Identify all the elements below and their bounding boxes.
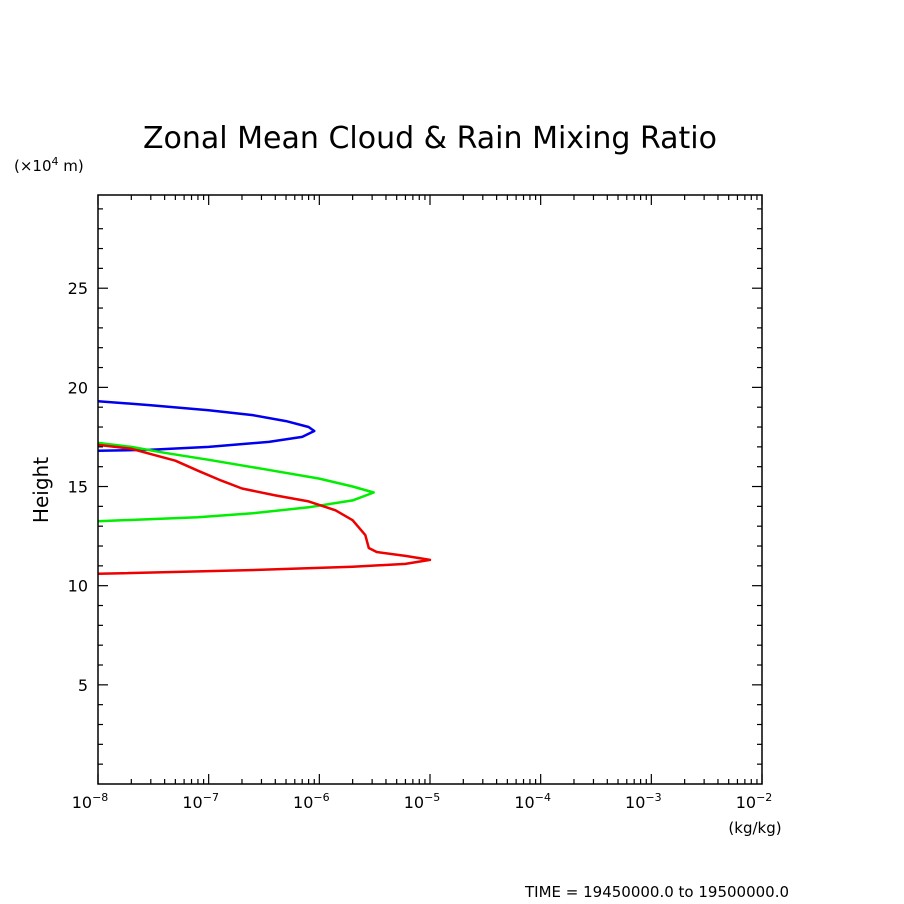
y-axis-label: Height <box>29 457 53 523</box>
time-range-label: TIME = 19450000.0 to 19500000.0 <box>524 883 789 901</box>
x-tick-label: 10−4 <box>514 791 551 812</box>
x-tick-labels: 10−8 10−7 10−6 10−5 10−4 10−3 10−2 <box>72 791 773 812</box>
x-tick-label: 10−3 <box>625 791 662 812</box>
x-tick-label: 10−5 <box>404 791 441 812</box>
y-unit-prefix: (×10 <box>14 157 52 175</box>
x-tick-label-base: 10 <box>514 793 534 812</box>
y-unit-exponent: 4 <box>52 155 59 168</box>
y-tick-label: 5 <box>78 676 88 695</box>
x-axis-label: (kg/kg) <box>728 819 781 837</box>
x-tick-label-exponent: −7 <box>203 791 219 804</box>
series-group <box>97 399 432 576</box>
chart-title: Zonal Mean Cloud & Rain Mixing Ratio <box>143 121 717 156</box>
x-tick-label: 10−6 <box>293 791 330 812</box>
x-tick-label-base: 10 <box>72 793 92 812</box>
x-tick-label-base: 10 <box>625 793 645 812</box>
y-tick-label: 20 <box>68 378 88 397</box>
y-tick-label: 10 <box>68 577 88 596</box>
series-line-2 <box>97 441 375 523</box>
y-unit-label: (×104 m) <box>14 155 84 175</box>
x-tick-label: 10−8 <box>72 791 109 812</box>
y-tick-labels: 5 10 15 20 25 <box>68 279 88 695</box>
series-line-1 <box>97 399 316 453</box>
plot-frame <box>97 194 763 785</box>
x-tick-label-exponent: −3 <box>645 791 661 804</box>
x-tick-label-base: 10 <box>182 793 202 812</box>
ticks-group <box>97 195 763 784</box>
x-tick-label-exponent: −5 <box>424 791 440 804</box>
x-tick-label-base: 10 <box>293 793 313 812</box>
x-tick-label-exponent: −8 <box>92 791 108 804</box>
y-tick-label: 25 <box>68 279 88 298</box>
y-unit-suffix: m) <box>59 157 84 175</box>
series-line-3 <box>97 443 432 576</box>
x-tick-label-exponent: −4 <box>535 791 551 804</box>
x-tick-label-base: 10 <box>736 793 756 812</box>
x-tick-label: 10−2 <box>736 791 773 812</box>
x-tick-label-base: 10 <box>404 793 424 812</box>
x-tick-label-exponent: −6 <box>313 791 329 804</box>
x-tick-label-exponent: −2 <box>756 791 772 804</box>
x-tick-label: 10−7 <box>182 791 219 812</box>
y-tick-label: 15 <box>68 478 88 497</box>
